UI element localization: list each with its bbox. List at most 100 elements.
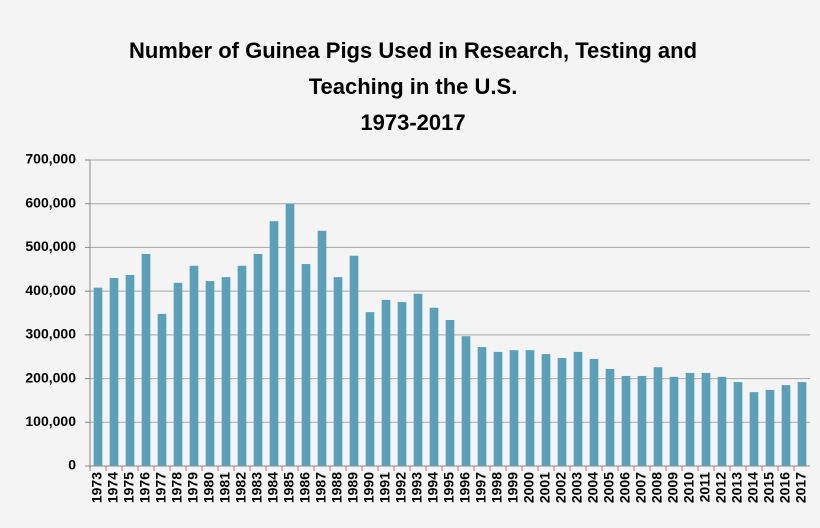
bar	[93, 287, 103, 466]
x-tick-label: 1984	[265, 472, 281, 503]
bar	[381, 299, 391, 466]
x-tick-label: 1977	[153, 472, 169, 503]
bar	[653, 367, 663, 466]
bar	[573, 351, 583, 466]
bar	[253, 253, 263, 466]
y-tick-label: 700,000	[25, 151, 76, 167]
bar	[461, 336, 471, 466]
x-tick-label: 2008	[649, 472, 665, 503]
bar	[221, 277, 231, 466]
x-tick-label: 1986	[297, 472, 313, 503]
x-tick-label: 1987	[313, 472, 329, 503]
x-tick-label: 1980	[201, 472, 217, 503]
x-tick-label: 1989	[345, 472, 361, 503]
bar	[413, 293, 423, 466]
y-tick-label: 0	[68, 457, 76, 473]
x-tick-label: 2003	[569, 472, 585, 503]
x-tick-label: 1994	[425, 472, 441, 503]
x-tick-label: 2009	[665, 472, 681, 503]
x-tick-label: 2007	[633, 472, 649, 503]
x-tick-label: 1993	[409, 472, 425, 503]
x-tick-label: 2006	[617, 472, 633, 503]
x-tick-label: 2012	[713, 472, 729, 503]
bar	[493, 351, 503, 466]
bar	[541, 354, 551, 466]
bar	[173, 282, 183, 466]
y-tick-label: 500,000	[25, 238, 76, 254]
bar	[605, 368, 615, 466]
x-tick-label: 2011	[697, 472, 713, 503]
x-tick-label: 2010	[681, 472, 697, 503]
x-tick-label: 2002	[553, 472, 569, 503]
x-tick-label: 1988	[329, 472, 345, 503]
x-tick-label: 2005	[601, 472, 617, 503]
x-tick-label: 1983	[249, 472, 265, 503]
bar	[269, 221, 279, 466]
x-tick-label: 2017	[793, 472, 809, 503]
bar	[333, 277, 343, 466]
x-tick-label: 1973	[89, 472, 105, 503]
bar	[301, 264, 311, 466]
x-tick-label: 1981	[217, 472, 233, 503]
bar	[125, 274, 135, 466]
x-tick-label: 1996	[457, 472, 473, 503]
x-tick-label: 1999	[505, 472, 521, 503]
x-tick-label: 1975	[121, 472, 137, 503]
bar	[189, 265, 199, 466]
bar	[349, 255, 359, 466]
x-tick-label: 2014	[745, 472, 761, 503]
bar	[621, 375, 631, 466]
x-tick-label: 1995	[441, 472, 457, 503]
x-tick-label: 1997	[473, 472, 489, 503]
x-tick-label: 2016	[777, 472, 793, 503]
bar	[285, 203, 295, 466]
bar	[781, 385, 791, 466]
bar	[397, 302, 407, 466]
x-tick-label: 1979	[185, 472, 201, 503]
bar	[157, 313, 167, 466]
x-tick-label: 1992	[393, 472, 409, 503]
x-tick-label: 1974	[105, 472, 121, 503]
chart-title: Teaching in the U.S.	[309, 74, 518, 99]
bar	[749, 392, 759, 466]
x-tick-label: 1982	[233, 472, 249, 503]
x-tick-label: 1998	[489, 472, 505, 503]
bar	[701, 372, 711, 466]
chart-title: 1973-2017	[360, 110, 465, 135]
bar	[637, 375, 647, 466]
bar	[717, 376, 727, 466]
y-tick-label: 200,000	[25, 369, 76, 385]
x-tick-label: 1976	[137, 472, 153, 503]
bar	[109, 278, 119, 466]
bar	[141, 253, 151, 466]
x-tick-label: 1990	[361, 472, 377, 503]
x-tick-label: 2004	[585, 472, 601, 503]
x-tick-label: 2000	[521, 472, 537, 503]
y-tick-label: 100,000	[25, 413, 76, 429]
bar	[205, 281, 215, 466]
bar	[685, 372, 695, 466]
x-tick-label: 1991	[377, 472, 393, 503]
bar	[445, 319, 455, 466]
x-tick-label: 2015	[761, 472, 777, 503]
bar	[317, 230, 327, 466]
bar	[525, 350, 535, 466]
y-tick-label: 400,000	[25, 282, 76, 298]
y-tick-label: 300,000	[25, 326, 76, 342]
bar	[429, 307, 439, 466]
bar	[557, 358, 567, 466]
x-tick-label: 2001	[537, 472, 553, 503]
bar	[365, 312, 375, 466]
bar	[669, 376, 679, 466]
x-tick-label: 1985	[281, 472, 297, 503]
bar	[237, 265, 247, 466]
bar	[797, 382, 807, 466]
y-tick-label: 600,000	[25, 194, 76, 210]
x-tick-label: 2013	[729, 472, 745, 503]
bar	[733, 382, 743, 466]
bar	[765, 389, 775, 466]
bar	[589, 358, 599, 466]
